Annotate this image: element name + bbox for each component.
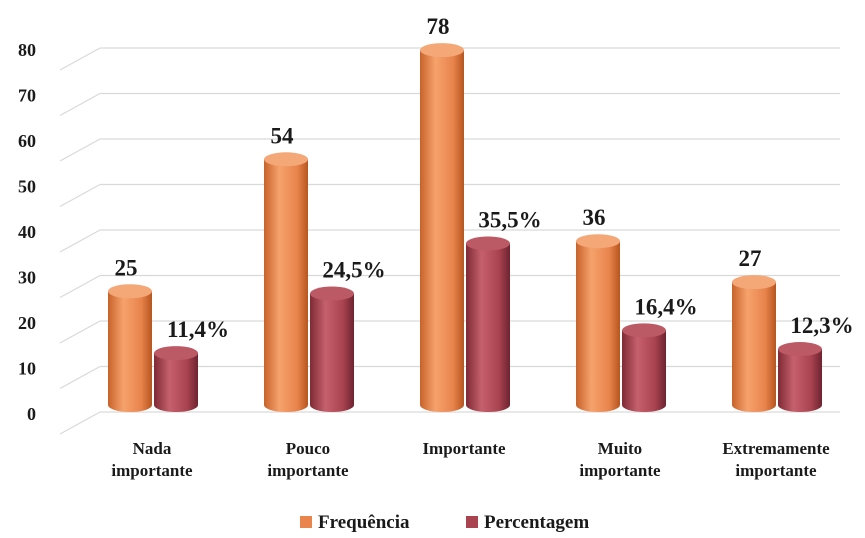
y-tick-label: 80 — [18, 40, 36, 60]
legend-label: Frequência — [318, 512, 410, 533]
x-axis-categories: Nada importante Pouco importante Importante M… — [111, 439, 830, 480]
bar-frequencia — [264, 152, 308, 412]
data-label: 25 — [115, 255, 138, 280]
bar-top — [154, 346, 198, 361]
category-label: Pouco importante — [267, 439, 349, 480]
category-label: Importante — [422, 439, 506, 458]
y-tick-label: 10 — [18, 359, 36, 379]
data-labels: 25 54 78 36 27 11,4% 24,5% 35,5% 16,4% 12,3% — [115, 14, 854, 342]
data-label: 12,3% — [790, 313, 853, 338]
y-tick-label: 20 — [18, 313, 36, 333]
y-tick-label: 30 — [18, 268, 36, 288]
bar-top — [108, 284, 152, 299]
bar-body — [778, 349, 822, 412]
bars — [108, 43, 822, 412]
gridline-depth — [59, 411, 101, 435]
gridline-depth — [59, 274, 101, 299]
bar-body — [154, 353, 198, 412]
category-label: Extremamente importante — [722, 439, 830, 480]
data-label: 35,5% — [478, 207, 541, 232]
legend-label: Percentagem — [484, 512, 589, 533]
gridline-depth — [59, 183, 101, 208]
bar-top — [310, 286, 354, 301]
y-tick-label: 70 — [18, 86, 36, 106]
category-label: Nada importante — [111, 439, 193, 480]
bar-frequencia — [420, 43, 464, 412]
bar-top — [576, 234, 620, 249]
y-tick-label: 0 — [27, 404, 36, 424]
legend-swatch — [300, 516, 312, 528]
bar-frequencia — [108, 284, 152, 412]
bar-top — [622, 323, 666, 338]
bar-top — [778, 342, 822, 357]
data-label: 27 — [739, 246, 762, 271]
bar-percentagem — [466, 236, 510, 412]
bar-frequencia — [732, 275, 776, 412]
data-label: 16,4% — [634, 294, 697, 319]
bar-top — [466, 236, 510, 251]
bar-body — [108, 291, 152, 412]
y-axis-ticks: 0 10 20 30 40 50 60 70 80 — [18, 40, 36, 424]
data-label: 54 — [271, 123, 295, 148]
bar-body — [420, 50, 464, 412]
bar-body — [310, 293, 354, 412]
bar-body — [576, 241, 620, 412]
y-tick-label: 40 — [18, 222, 36, 242]
y-tick-label: 60 — [18, 131, 36, 151]
gridline-depth — [59, 138, 101, 162]
bar-percentagem — [778, 342, 822, 412]
bar-body — [622, 330, 666, 412]
category-label: Muito importante — [579, 439, 661, 480]
data-label: 24,5% — [322, 258, 385, 283]
bar-percentagem — [622, 323, 666, 412]
data-label: 11,4% — [167, 317, 229, 342]
data-label: 36 — [583, 205, 606, 230]
legend: Frequência Percentagem — [300, 512, 589, 533]
bar-top — [732, 275, 776, 290]
bar-top — [264, 152, 308, 167]
bar-body — [466, 243, 510, 412]
bar-body — [732, 282, 776, 412]
bar-percentagem — [154, 346, 198, 412]
legend-swatch — [466, 516, 478, 528]
gridline-depth — [59, 47, 101, 71]
bar-top — [420, 43, 464, 58]
gridline-depth — [59, 229, 101, 253]
y-tick-label: 50 — [18, 177, 36, 197]
gridline-depth — [59, 92, 101, 117]
data-label: 78 — [427, 14, 450, 39]
bar-frequencia — [576, 234, 620, 412]
bar-percentagem — [310, 286, 354, 412]
bar-body — [264, 159, 308, 412]
gridline-depth — [59, 320, 101, 344]
gridline-depth — [59, 365, 101, 390]
